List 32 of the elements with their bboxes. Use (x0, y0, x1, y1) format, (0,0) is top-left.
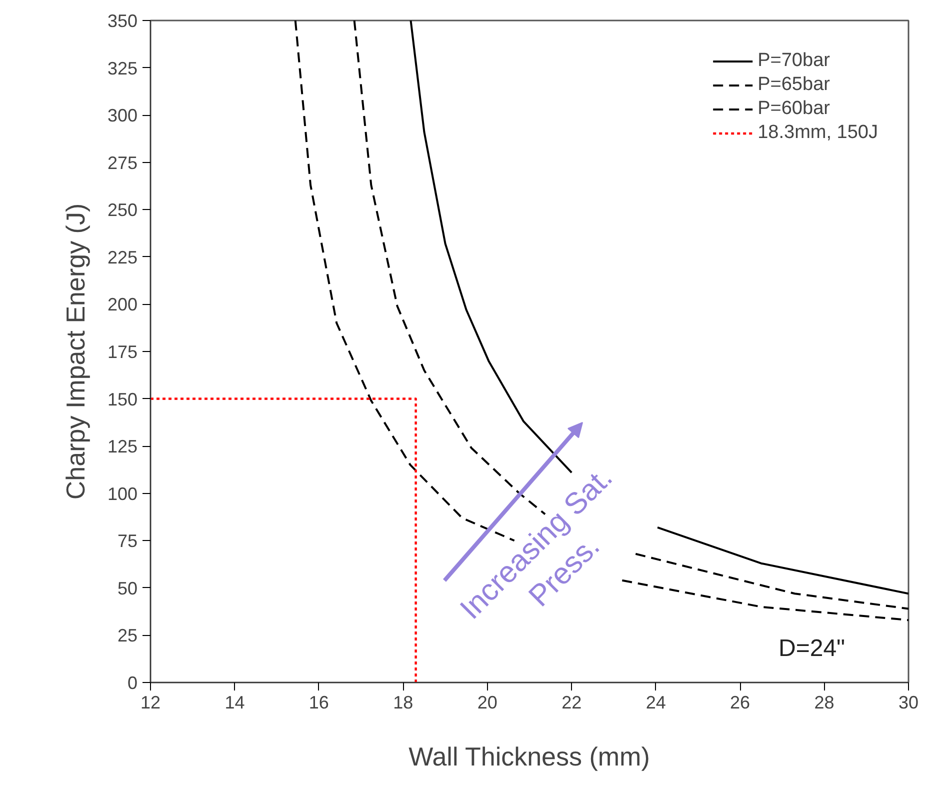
y-tick-label: 275 (107, 152, 138, 173)
legend-label: P=65bar (758, 74, 830, 96)
x-tick-label: 12 (140, 692, 161, 712)
y-tick-label: 200 (107, 294, 138, 315)
y-tick-label: 300 (107, 106, 138, 126)
y-axis-title: Charpy Impact Energy (J) (60, 203, 90, 500)
x-tick-label: 20 (477, 692, 498, 712)
y-tick-label: 75 (117, 531, 138, 552)
x-tick-label: 24 (646, 692, 666, 712)
y-tick-label: 0 (127, 673, 138, 693)
y-tick-label: 150 (107, 389, 138, 410)
legend-label: P=70bar (758, 50, 830, 72)
y-tick-label: 175 (107, 342, 138, 362)
annotation: D=24" (778, 635, 846, 662)
x-tick-label: 28 (814, 692, 834, 712)
x-tick-label: 14 (224, 692, 245, 712)
y-tick-label: 50 (117, 578, 138, 598)
y-tick-label: 250 (107, 200, 138, 220)
legend-label: 18.3mm, 150J (758, 122, 878, 144)
x-tick-label: 16 (308, 692, 329, 712)
y-tick-label: 25 (117, 626, 138, 646)
y-tick-label: 225 (107, 247, 138, 268)
y-tick-label: 350 (107, 11, 138, 31)
y-tick-label: 325 (107, 58, 138, 78)
y-tick-label: 125 (107, 436, 138, 457)
x-tick-label: 22 (562, 692, 582, 712)
x-axis-title: Wall Thickness (mm) (408, 742, 650, 772)
x-tick-label: 18 (393, 692, 414, 712)
legend-label: P=60bar (758, 98, 830, 120)
x-tick-label: 30 (898, 692, 919, 712)
x-tick-label: 26 (730, 692, 750, 712)
y-tick-label: 100 (107, 484, 138, 504)
